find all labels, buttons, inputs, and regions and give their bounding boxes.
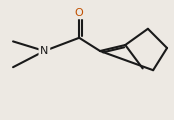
Text: N: N [40, 46, 49, 56]
Text: O: O [75, 8, 84, 18]
